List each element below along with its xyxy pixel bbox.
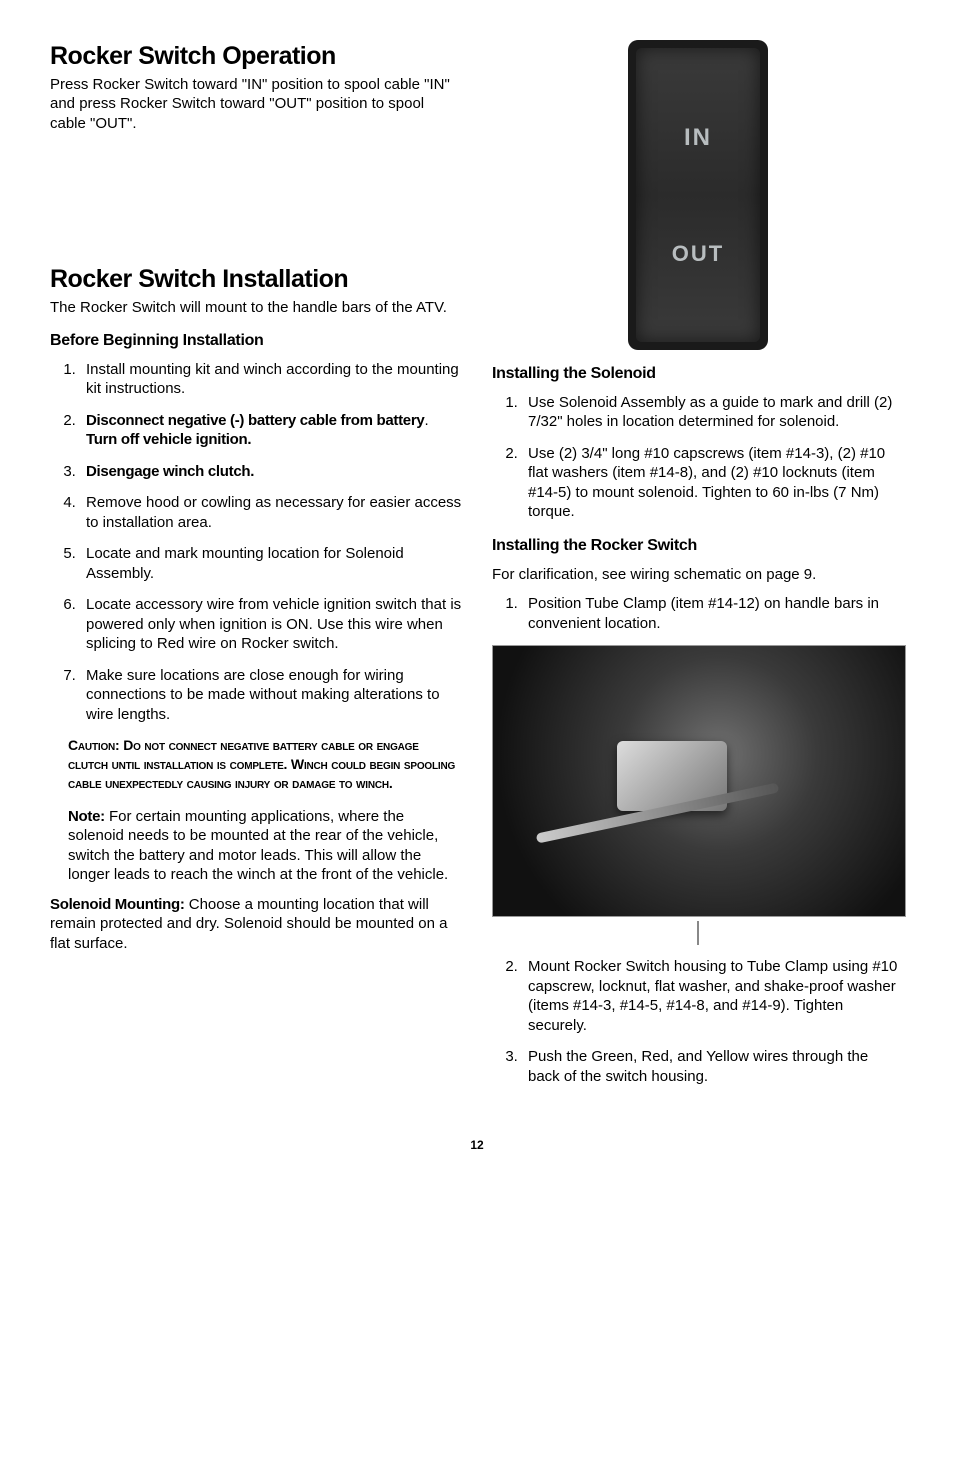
subheading-install-solenoid: Installing the Solenoid [492, 364, 904, 385]
installation-intro: The Rocker Switch will mount to the hand… [50, 298, 462, 318]
list-item: Use (2) 3/4" long #10 capscrews (item #1… [522, 444, 904, 522]
list-item: Disengage winch clutch. [80, 462, 462, 482]
install-rocker-list-b: Mount Rocker Switch housing to Tube Clam… [492, 957, 904, 1086]
install-rocker-list-a: Position Tube Clamp (item #14-12) on han… [492, 594, 904, 633]
bold-text: Turn off vehicle ignition. [86, 431, 251, 448]
list-item: Locate and mark mounting location for So… [80, 544, 462, 583]
list-item: Mount Rocker Switch housing to Tube Clam… [522, 957, 904, 1035]
list-item: Remove hood or cowling as necessary for … [80, 493, 462, 532]
caution-text: Caution: Do not connect negative battery… [68, 736, 462, 793]
rocker-in-label: IN [684, 122, 712, 153]
rocker-out-label: OUT [672, 240, 724, 269]
spacer [50, 143, 462, 263]
list-item: Push the Green, Red, and Yellow wires th… [522, 1047, 904, 1086]
rocker-switch-figure: IN OUT [492, 40, 904, 350]
note-body: For certain mounting applications, where… [68, 808, 448, 884]
callout-line [697, 921, 699, 945]
right-column: IN OUT Installing the Solenoid Use Solen… [492, 40, 904, 1098]
note-label: Note: [68, 808, 105, 825]
bold-text: Disengage winch clutch. [86, 463, 254, 480]
list-item: Install mounting kit and winch according… [80, 360, 462, 399]
page-number: 12 [50, 1138, 904, 1154]
heading-installation: Rocker Switch Installation [50, 263, 462, 296]
bold-text: Disconnect negative (-) battery cable fr… [86, 412, 424, 429]
rocker-inner: IN OUT [636, 48, 760, 342]
list-item: Disconnect negative (-) battery cable fr… [80, 411, 462, 450]
subheading-install-rocker: Installing the Rocker Switch [492, 536, 904, 557]
note-paragraph: Note: For certain mounting applications,… [68, 807, 462, 885]
operation-paragraph: Press Rocker Switch toward "IN" position… [50, 75, 462, 134]
heading-operation: Rocker Switch Operation [50, 40, 462, 73]
solenoid-label: Solenoid Mounting: [50, 896, 185, 913]
rocker-outer: IN OUT [628, 40, 768, 350]
list-item: Locate accessory wire from vehicle ignit… [80, 595, 462, 654]
left-column: Rocker Switch Operation Press Rocker Swi… [50, 40, 462, 1098]
handlebar-photo [492, 645, 906, 917]
solenoid-mounting-paragraph: Solenoid Mounting: Choose a mounting loc… [50, 895, 462, 954]
before-begin-list: Install mounting kit and winch according… [50, 360, 462, 725]
list-item: Make sure locations are close enough for… [80, 666, 462, 725]
subheading-before-begin: Before Beginning Installation [50, 331, 462, 352]
wiring-ref: For clarification, see wiring schematic … [492, 565, 904, 585]
install-solenoid-list: Use Solenoid Assembly as a guide to mark… [492, 393, 904, 522]
list-item: Use Solenoid Assembly as a guide to mark… [522, 393, 904, 432]
list-item: Position Tube Clamp (item #14-12) on han… [522, 594, 904, 633]
text: . [424, 412, 428, 429]
